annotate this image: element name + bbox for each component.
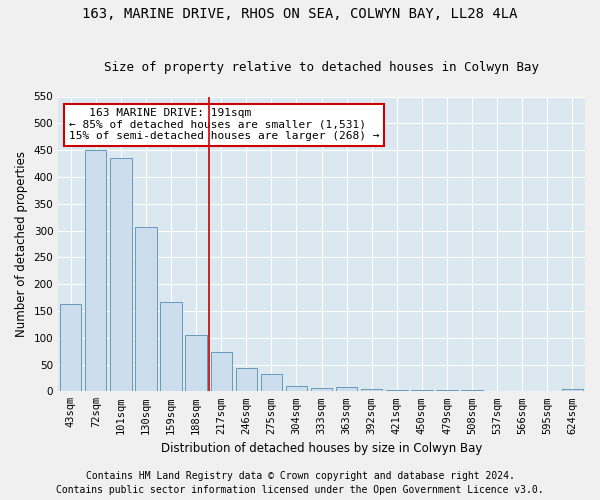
Bar — [336, 387, 358, 392]
Bar — [185, 335, 207, 392]
Bar — [286, 386, 307, 392]
Bar — [211, 352, 232, 392]
Text: Contains HM Land Registry data © Crown copyright and database right 2024.
Contai: Contains HM Land Registry data © Crown c… — [56, 471, 544, 495]
Title: Size of property relative to detached houses in Colwyn Bay: Size of property relative to detached ho… — [104, 62, 539, 74]
Bar — [236, 368, 257, 392]
Bar — [537, 391, 558, 392]
Bar — [160, 302, 182, 392]
Bar — [110, 158, 131, 392]
Bar — [562, 388, 583, 392]
Bar — [136, 227, 157, 392]
Y-axis label: Number of detached properties: Number of detached properties — [15, 151, 28, 337]
Bar — [386, 390, 407, 392]
Bar — [512, 391, 533, 392]
Text: 163 MARINE DRIVE: 191sqm
← 85% of detached houses are smaller (1,531)
15% of sem: 163 MARINE DRIVE: 191sqm ← 85% of detach… — [69, 108, 379, 142]
Bar — [85, 150, 106, 392]
Bar — [311, 388, 332, 392]
Bar — [487, 391, 508, 392]
Bar — [461, 390, 483, 392]
Text: 163, MARINE DRIVE, RHOS ON SEA, COLWYN BAY, LL28 4LA: 163, MARINE DRIVE, RHOS ON SEA, COLWYN B… — [82, 8, 518, 22]
X-axis label: Distribution of detached houses by size in Colwyn Bay: Distribution of detached houses by size … — [161, 442, 482, 455]
Bar — [60, 304, 82, 392]
Bar — [261, 374, 282, 392]
Bar — [436, 390, 458, 392]
Bar — [411, 390, 433, 392]
Bar — [361, 388, 382, 392]
